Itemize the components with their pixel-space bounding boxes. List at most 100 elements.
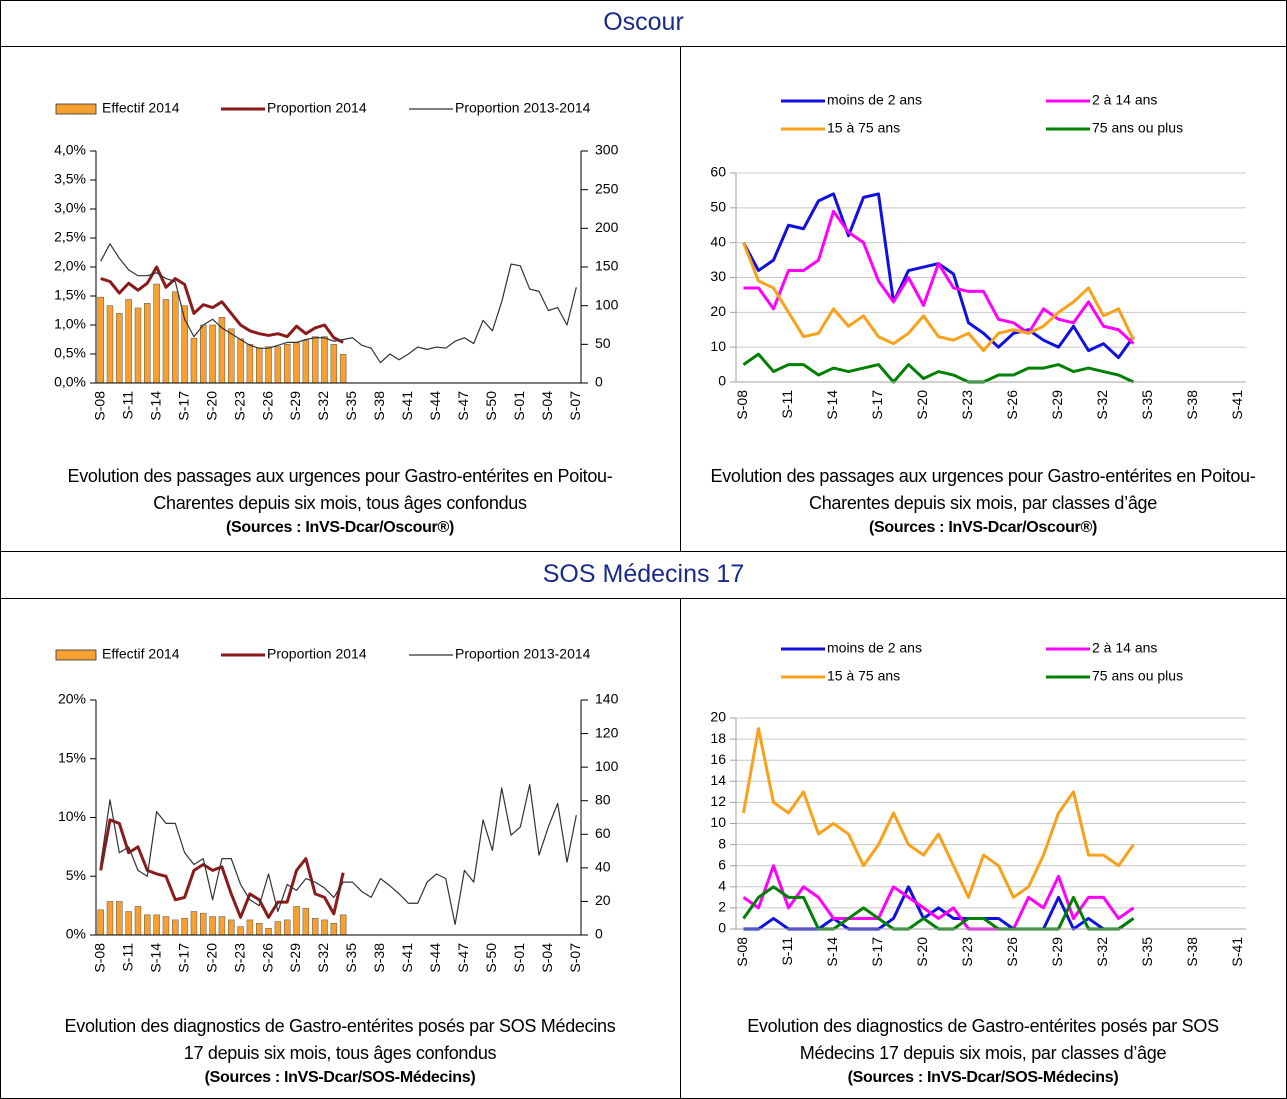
legend-label: Proportion 2013-2014 [455, 100, 591, 116]
source: (Sources : InVS-Dcar/Oscour®) [225, 519, 455, 536]
y2-tick-label: 250 [595, 180, 619, 196]
source: (Sources : InVS-Dcar/SOS-Médecins) [204, 1069, 476, 1086]
x-tick-label: S-08 [91, 943, 107, 973]
x-tick-label: S-35 [1139, 390, 1155, 420]
x-tick-label: S-14 [147, 391, 163, 421]
legend-label: Proportion 2014 [267, 646, 367, 662]
y-tick-label: 16 [710, 751, 726, 767]
bar [274, 346, 282, 384]
y-tick-label: 0% [66, 926, 86, 942]
y2-tick-label: 100 [595, 758, 619, 774]
bar [144, 303, 151, 384]
bar [330, 344, 338, 384]
bar [330, 923, 338, 936]
bar [153, 914, 160, 936]
y-tick-label: 40 [710, 233, 726, 249]
legend-label: 75 ans ou plus [1092, 120, 1183, 136]
chart: 0 2 4 6 8 10 12 14 16 18 20 S-08 S-11 S-14 S-17 S-20 S-2… [710, 640, 1246, 967]
bar [283, 919, 291, 936]
legend-label: moins de 2 ans [827, 92, 922, 108]
border [680, 46, 681, 551]
y-tick-label: 1,5% [54, 287, 86, 303]
x-tick-label: S-41 [399, 943, 415, 973]
border [0, 551, 1287, 552]
x-tick-label: S-29 [287, 943, 303, 973]
x-tick-label: S-35 [343, 391, 359, 421]
x-tick-label: S-08 [734, 390, 750, 420]
y-tick-label: 0,0% [54, 374, 86, 390]
x-tick-label: S-35 [1139, 937, 1155, 967]
bar [311, 917, 319, 936]
y2-tick-label: 200 [595, 219, 619, 235]
caption: Evolution des diagnostics de Gastro-enté… [64, 1016, 616, 1063]
bar [172, 291, 179, 384]
chart: 0,0% 0,5% 1,0% 1,5% 2,0% 2,5% 3,0% 3,5% 4,0% 0 50 1… [54, 100, 619, 421]
y2-tick-label: 60 [595, 825, 611, 841]
y-tick-label: 4,0% [54, 142, 86, 158]
bar [106, 901, 114, 936]
section-title: Oscour [603, 8, 684, 36]
bar [283, 344, 291, 384]
line-series [742, 864, 1135, 931]
legend-label: Proportion 2013-2014 [455, 646, 591, 662]
legend-label: 2 à 14 ans [1092, 92, 1157, 108]
legend-label: Proportion 2014 [267, 100, 367, 116]
y-tick-label: 12 [710, 793, 726, 809]
line-series [742, 727, 1135, 899]
x-tick-label: S-47 [455, 391, 471, 421]
x-tick-label: S-29 [287, 391, 303, 421]
x-tick-label: S-07 [567, 943, 583, 973]
bar [162, 299, 170, 384]
x-tick-label: S-38 [371, 391, 387, 421]
source: (Sources : InVS-Dcar/Oscour®) [868, 519, 1098, 536]
x-tick-label: S-20 [914, 390, 930, 420]
x-tick-label: S-41 [1229, 390, 1245, 420]
y-tick-label: 8 [718, 835, 726, 851]
y-tick-label: 10 [710, 338, 726, 354]
x-tick-label: S-17 [175, 943, 191, 973]
x-tick-label: S-20 [914, 937, 930, 967]
y-tick-label: 0,5% [54, 345, 86, 361]
x-tick-label: S-14 [147, 943, 163, 973]
border [0, 598, 1287, 599]
section-title: SOS Médecins 17 [542, 560, 745, 588]
caption: Evolution des passages aux urgences pour… [67, 466, 613, 513]
line-series [742, 352, 1135, 384]
line-series [100, 243, 577, 364]
bar [255, 923, 263, 936]
y2-tick-label: 50 [595, 335, 611, 351]
bar [153, 283, 160, 384]
y-tick-label: 3,0% [54, 200, 86, 216]
x-tick-label: S-23 [231, 391, 247, 421]
source: (Sources : InVS-Dcar/SOS-Médecins) [847, 1069, 1119, 1086]
x-tick-label: S-11 [779, 937, 795, 966]
y-tick-label: 50 [710, 199, 726, 215]
chart: 0% 5% 10% 15% 20% 0 20 40 60 80 100 120 140 S-08 S-11 S… [55, 646, 619, 973]
x-tick-label: S-29 [1049, 937, 1065, 967]
x-tick-label: S-23 [959, 390, 975, 420]
y-tick-label: 0 [718, 373, 726, 389]
bar [116, 313, 123, 384]
y2-tick-label: 120 [595, 724, 619, 740]
bar [97, 909, 104, 936]
x-tick-label: S-20 [203, 943, 219, 973]
x-tick-label: S-32 [315, 943, 331, 973]
bar [293, 906, 300, 936]
y2-tick-label: 140 [595, 691, 619, 707]
bar [172, 919, 179, 936]
bar [265, 928, 272, 936]
y-tick-label: 2 [718, 899, 726, 915]
y2-tick-label: 80 [595, 791, 611, 807]
bar [218, 916, 226, 936]
x-tick-label: S-17 [869, 937, 885, 967]
x-tick-label: S-14 [824, 390, 840, 420]
legend-label: moins de 2 ans [827, 640, 922, 656]
y2-tick-label: 100 [595, 296, 619, 312]
bar [321, 336, 328, 384]
y-tick-label: 20% [58, 691, 86, 707]
caption: Evolution des diagnostics de Gastro-enté… [747, 1016, 1219, 1063]
x-tick-label: S-17 [869, 390, 885, 420]
x-tick-label: S-08 [734, 937, 750, 967]
y-tick-label: 14 [710, 772, 726, 788]
